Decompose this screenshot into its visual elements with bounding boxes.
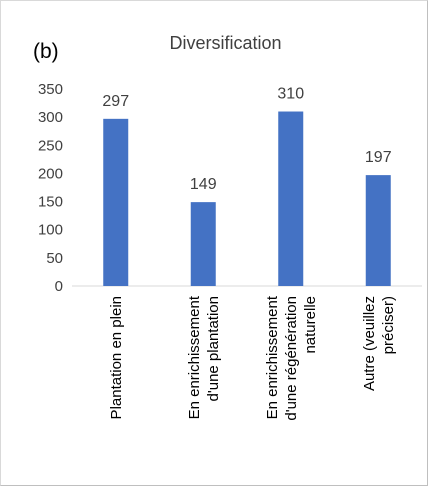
- category-label: préciser): [380, 296, 397, 354]
- data-label: 310: [277, 86, 304, 103]
- bar: [190, 202, 216, 286]
- data-label: 197: [365, 149, 392, 166]
- bar: [365, 175, 391, 286]
- category-label: En enrichissement: [186, 295, 203, 419]
- y-tick-label: 0: [55, 278, 63, 295]
- y-tick-label: 50: [46, 250, 63, 267]
- data-label: 297: [102, 93, 129, 110]
- data-label: 149: [190, 176, 217, 193]
- bar: [103, 118, 129, 287]
- y-tick-label: 350: [38, 81, 63, 98]
- category-label: d'une régénération: [283, 296, 300, 421]
- category-label: Autre (veuillez: [361, 296, 378, 391]
- category-label: Plantation en plein: [108, 296, 125, 419]
- category-label: En enrichissement: [264, 295, 281, 419]
- chart-title: Diversification: [169, 33, 282, 53]
- category-label: d'une plantation: [205, 296, 222, 401]
- y-tick-label: 250: [38, 137, 63, 154]
- bar: [278, 111, 304, 286]
- y-tick-label: 300: [38, 109, 63, 126]
- y-tick-label: 100: [38, 222, 63, 239]
- panel-label: (b): [33, 40, 59, 63]
- y-tick-label: 200: [38, 165, 63, 182]
- category-label: naturelle: [302, 296, 319, 354]
- y-tick-label: 150: [38, 194, 63, 211]
